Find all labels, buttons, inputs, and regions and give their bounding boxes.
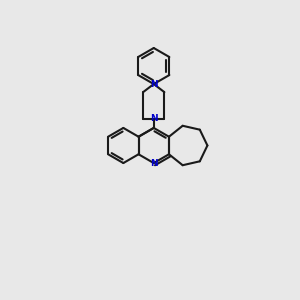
Text: N: N: [150, 114, 158, 123]
Text: N: N: [150, 158, 158, 167]
Text: N: N: [150, 80, 158, 88]
